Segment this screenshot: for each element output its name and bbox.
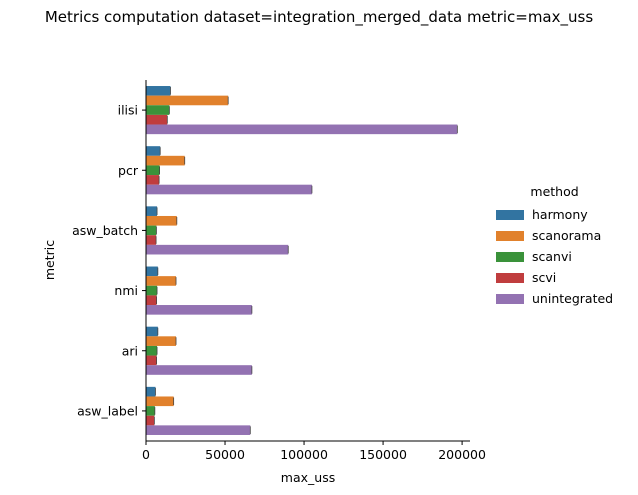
bars-layer [146,86,458,435]
y-tick-label-ari: ari [122,343,138,358]
legend-item-scanorama: scanorama [496,225,613,246]
bar-scanvi-ari [146,345,158,356]
legend-swatch [496,272,524,283]
legend-label: unintegrated [532,291,614,306]
bar-harmony-asw_batch [146,206,158,216]
legend-swatch [496,230,524,241]
chart-title: Metrics computation dataset=integration_… [44,8,594,26]
bar-unintegrated-nmi [146,305,252,315]
y-axis-label: metric [42,240,57,280]
bar-scanorama-asw_label [146,396,174,407]
legend-label: scvi [532,270,557,285]
y-tick-label-ilisi: ilisi [118,103,138,118]
x-tick-label: 50000 [205,447,245,462]
legend: method harmony scanorama scanvi scvi uninteg… [496,184,613,309]
bar-scanvi-asw_label [146,406,155,416]
bar-harmony-nmi [146,266,158,277]
y-tick-label-pcr: pcr [118,163,139,178]
bar-unintegrated-asw_batch [146,244,289,255]
legend-item-unintegrated: unintegrated [496,288,613,309]
bar-scanorama-asw_batch [146,215,177,226]
legend-label: scanorama [532,228,602,243]
bar-scanvi-nmi [146,285,158,296]
legend-item-scanvi: scanvi [496,246,613,267]
bar-harmony-ari [146,326,158,337]
legend-title: method [530,184,579,199]
errorbar-layer [153,87,458,434]
x-tick-label: 100000 [280,447,328,462]
y-tick-label-nmi: nmi [114,283,138,298]
bar-scanorama-ilisi [146,95,229,106]
legend-swatch [496,293,524,304]
bar-unintegrated-ari [146,365,252,375]
bar-harmony-pcr [146,146,161,156]
x-tick-label: 150000 [359,447,407,462]
legend-label: scanvi [532,249,572,264]
legend-item-scvi: scvi [496,267,613,288]
x-tick-label: 0 [142,447,150,462]
bar-scanvi-asw_batch [146,225,157,236]
x-ticks: 0 50000 100000 150000 200000 [142,441,486,462]
bar-harmony-ilisi [146,86,171,96]
bar-unintegrated-asw_label [146,425,251,435]
bar-scvi-ilisi [146,114,168,125]
bar-scvi-ari [146,355,157,366]
legend-swatch [496,209,524,220]
x-tick-label: 200000 [438,447,486,462]
legend-swatch [496,251,524,262]
bar-scanorama-nmi [146,276,177,286]
bar-scanvi-ilisi [146,105,170,115]
bar-scanorama-ari [146,336,177,346]
bar-scanorama-pcr [146,155,185,166]
bar-scvi-asw_label [146,415,155,426]
bar-unintegrated-pcr [146,184,312,195]
bar-scvi-pcr [146,175,160,185]
bar-unintegrated-ilisi [146,124,458,135]
y-tick-label-asw_label: asw_label [77,403,138,418]
bar-scvi-asw_batch [146,235,157,245]
bar-harmony-asw_label [146,386,156,397]
bar-scvi-nmi [146,295,157,306]
bar-scanvi-pcr [146,165,160,176]
x-axis-label: max_uss [281,470,335,485]
legend-item-harmony: harmony [496,204,613,225]
legend-label: harmony [532,207,588,222]
y-tick-label-asw_batch: asw_batch [72,223,138,238]
